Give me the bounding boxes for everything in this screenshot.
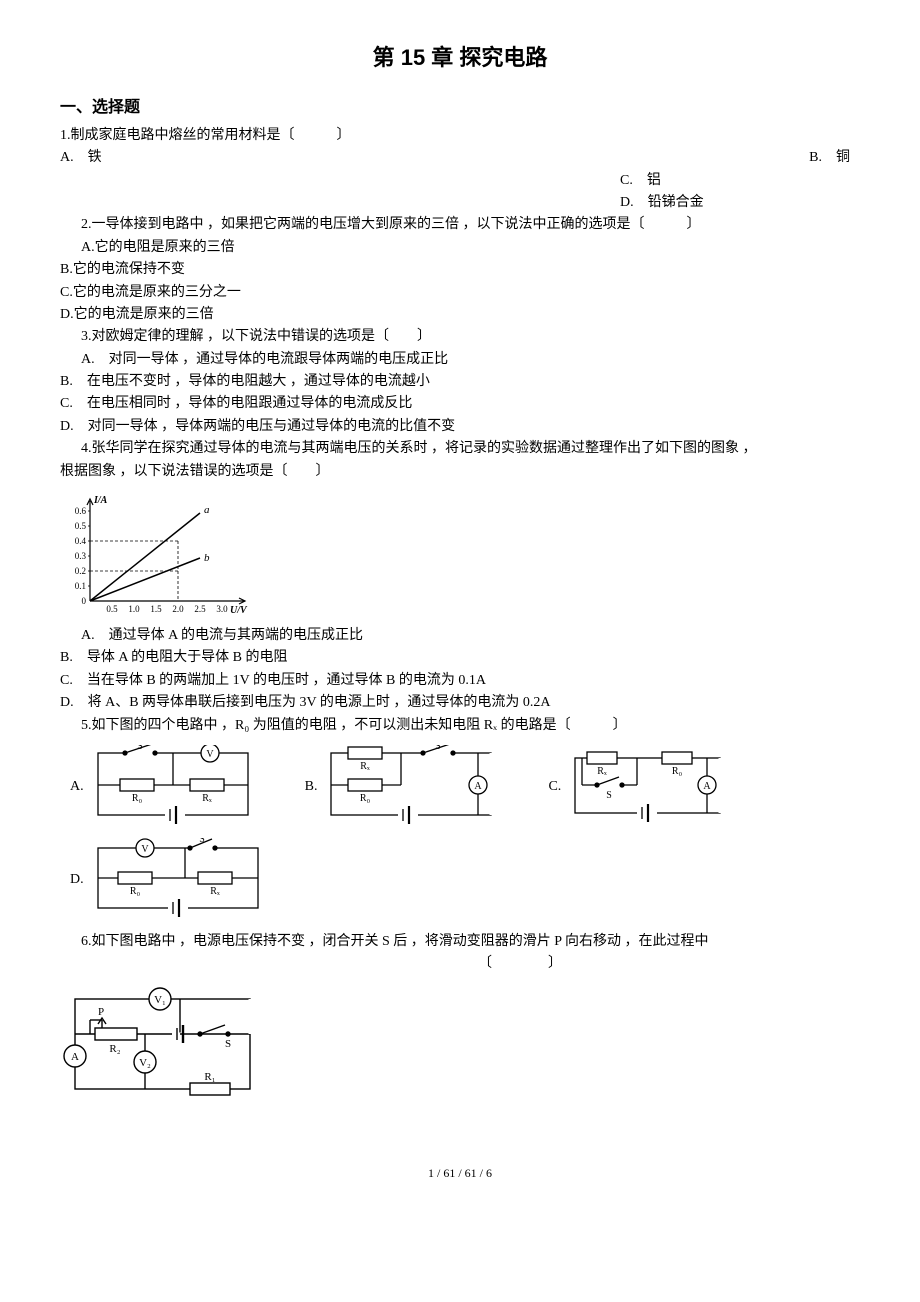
- svg-text:R₀: R₀: [672, 766, 683, 777]
- svg-text:2.0: 2.0: [172, 604, 184, 614]
- svg-text:0: 0: [82, 596, 87, 606]
- svg-text:Rₓ: Rₓ: [598, 766, 608, 777]
- q2-option-b: B.它的电流保持不变: [60, 259, 860, 281]
- svg-text:P: P: [98, 1006, 104, 1018]
- svg-text:Rₓ: Rₓ: [361, 761, 371, 772]
- q4-option-b: B. 导体 A 的电阻大于导体 B 的电阻: [60, 647, 860, 669]
- q5-option-c-label: C.: [548, 776, 561, 798]
- svg-text:Rₓ: Rₓ: [202, 793, 212, 804]
- q5-circuit-b: Rₓ S R₀ A: [323, 745, 498, 830]
- graph-line-b-label: b: [204, 552, 210, 564]
- svg-text:A: A: [704, 781, 712, 792]
- svg-text:S: S: [137, 745, 143, 752]
- question-6: 6.如下图电路中 ，电源电压保持不变 ，闭合开关 S 后 ，将滑动变阻器的滑片 …: [60, 931, 860, 1104]
- q5-circuit-a: S V R₀ Rₓ: [90, 745, 255, 830]
- q4-option-c: C. 当在导体 B 的两端加上 1V 的电压时 ，通过导体 B 的电流为 0.1…: [60, 670, 860, 692]
- svg-text:R₁: R₁: [204, 1071, 215, 1083]
- svg-text:0.3: 0.3: [75, 551, 87, 561]
- svg-text:1.0: 1.0: [128, 604, 140, 614]
- question-3: 3.对欧姆定律的理解 ，以下说法中错误的选项是〔 〕 A. 对同一导体 ，通过导…: [60, 326, 860, 438]
- svg-text:S: S: [436, 745, 442, 752]
- q5-circuit-c: Rₓ R₀ S A: [567, 750, 727, 825]
- q4-option-a: A. 通过导体 A 的电流与其两端的电压成正比: [60, 625, 860, 647]
- section-1-heading: 一、选择题: [60, 95, 860, 121]
- svg-text:0.2: 0.2: [75, 566, 86, 576]
- svg-text:2.5: 2.5: [194, 604, 206, 614]
- svg-text:V₂: V₂: [139, 1057, 151, 1069]
- svg-text:V: V: [206, 749, 214, 760]
- question-2: 2.一导体接到电路中 ，如果把它两端的电压增大到原来的三倍 ，以下说法中正确的选…: [60, 214, 860, 326]
- graph-line-a-label: a: [204, 504, 210, 516]
- q1-stem: 1.制成家庭电路中熔丝的常用材料是〔 〕: [60, 125, 860, 147]
- q3-option-a: A. 对同一导体 ，通过导体的电流跟导体两端的电压成正比: [60, 349, 860, 371]
- svg-text:V: V: [141, 844, 149, 855]
- q5-option-d-label: D.: [70, 869, 84, 891]
- question-4: 4.张华同学在探究通过导体的电流与其两端电压的关系时 ，将记录的实验数据通过整理…: [60, 438, 860, 714]
- graph-xlabel: U/V: [230, 605, 248, 616]
- svg-text:V₁: V₁: [154, 994, 166, 1006]
- q1-option-d: D. 铅锑合金: [60, 192, 860, 214]
- q4-stem-1: 4.张华同学在探究通过导体的电流与其两端电压的关系时 ，将记录的实验数据通过整理…: [60, 438, 860, 460]
- svg-text:0.5: 0.5: [75, 521, 87, 531]
- q1-option-b: B. 铜: [809, 147, 850, 169]
- svg-text:Rₓ: Rₓ: [210, 886, 220, 897]
- q6-circuit: V₁ A V₂ P R₂ S R₁: [60, 984, 860, 1104]
- q6-stem: 6.如下图电路中 ，电源电压保持不变 ，闭合开关 S 后 ，将滑动变阻器的滑片 …: [60, 931, 860, 953]
- svg-text:A: A: [71, 1051, 79, 1063]
- svg-text:0.6: 0.6: [75, 506, 87, 516]
- svg-text:0.4: 0.4: [75, 536, 87, 546]
- q2-option-d: D.它的电流是原来的三倍: [60, 304, 860, 326]
- q4-stem-2: 根据图象 ，以下说法错误的选项是〔 〕: [60, 461, 860, 483]
- question-5: 5.如下图的四个电路中 ，R₀ 为阻值的电阻 ，不可以测出未知电阻 Rₓ 的电路…: [60, 715, 860, 923]
- q3-option-b: B. 在电压不变时 ，导体的电阻越大 ，通过导体的电流越小: [60, 371, 860, 393]
- svg-text:S: S: [225, 1038, 231, 1050]
- q5-circuit-d: V S R₀ Rₓ: [90, 838, 265, 923]
- question-1: 1.制成家庭电路中熔丝的常用材料是〔 〕 A. 铁 B. 铜 C. 铝 D. 铅…: [60, 125, 860, 215]
- q2-option-a: A.它的电阻是原来的三倍: [60, 237, 860, 259]
- q4-graph: I/A U/V 0.1 0.2 0.3 0.4 0.5 0.6 0: [60, 491, 860, 621]
- q3-option-d: D. 对同一导体 ，导体两端的电压与通过导体的电流的比值不变: [60, 416, 860, 438]
- q5-option-b-label: B.: [305, 776, 318, 798]
- svg-text:S: S: [607, 790, 613, 801]
- q2-stem: 2.一导体接到电路中 ，如果把它两端的电压增大到原来的三倍 ，以下说法中正确的选…: [60, 214, 860, 236]
- q3-stem: 3.对欧姆定律的理解 ，以下说法中错误的选项是〔 〕: [60, 326, 860, 348]
- svg-text:A: A: [475, 781, 483, 792]
- q6-paren: 〔 〕: [180, 953, 860, 975]
- svg-text:0.5: 0.5: [106, 604, 118, 614]
- q1-option-a: A. 铁: [60, 150, 102, 165]
- q5-option-a-label: A.: [70, 776, 84, 798]
- svg-text:1.5: 1.5: [150, 604, 162, 614]
- svg-text:R₀: R₀: [360, 793, 371, 804]
- q1-option-c: C. 铝: [60, 170, 860, 192]
- chapter-title: 第 15 章 探究电路: [60, 40, 860, 75]
- svg-text:R₀: R₀: [130, 886, 141, 897]
- page-footer: 1 / 61 / 61 / 6: [60, 1164, 860, 1183]
- q4-option-d: D. 将 A、B 两导体串联后接到电压为 3V 的电源上时 ，通过导体的电流为 …: [60, 692, 860, 714]
- q2-option-c: C.它的电流是原来的三分之一: [60, 282, 860, 304]
- svg-text:3.0: 3.0: [216, 604, 228, 614]
- svg-text:S: S: [199, 838, 205, 845]
- q3-option-c: C. 在电压相同时 ，导体的电阻跟通过导体的电流成反比: [60, 393, 860, 415]
- q5-stem: 5.如下图的四个电路中 ，R₀ 为阻值的电阻 ，不可以测出未知电阻 Rₓ 的电路…: [60, 715, 860, 737]
- svg-text:R₀: R₀: [132, 793, 143, 804]
- svg-text:R₂: R₂: [109, 1043, 120, 1055]
- svg-text:0.1: 0.1: [75, 581, 86, 591]
- graph-ylabel: I/A: [93, 495, 108, 506]
